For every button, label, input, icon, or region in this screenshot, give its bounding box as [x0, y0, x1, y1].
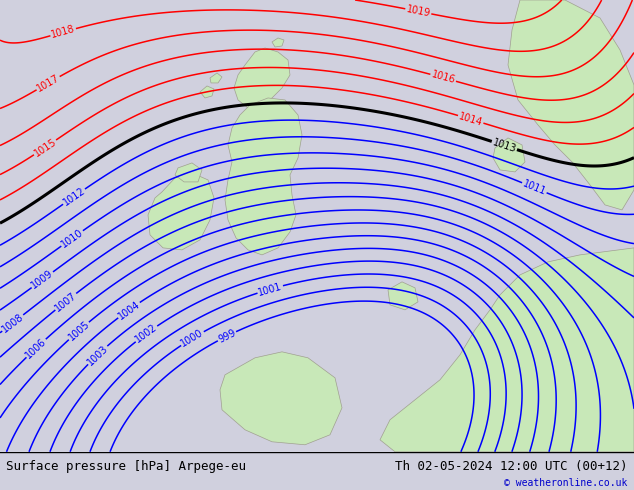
Text: 1011: 1011 [521, 178, 548, 197]
Polygon shape [234, 48, 290, 108]
Text: Th 02-05-2024 12:00 UTC (00+12): Th 02-05-2024 12:00 UTC (00+12) [395, 460, 628, 473]
Text: 1013: 1013 [491, 137, 517, 154]
Text: 1012: 1012 [61, 185, 87, 208]
Text: 1000: 1000 [179, 328, 205, 349]
Text: 1003: 1003 [85, 343, 110, 367]
Text: 1018: 1018 [50, 24, 76, 40]
Polygon shape [272, 38, 284, 47]
Text: Surface pressure [hPa] Arpege-eu: Surface pressure [hPa] Arpege-eu [6, 460, 247, 473]
Polygon shape [148, 173, 214, 250]
Text: 1008: 1008 [0, 312, 25, 335]
Text: 1002: 1002 [133, 322, 159, 345]
Text: 1014: 1014 [458, 111, 484, 127]
Polygon shape [388, 282, 418, 310]
Polygon shape [225, 98, 302, 255]
Text: 1019: 1019 [405, 4, 431, 19]
Polygon shape [508, 0, 634, 210]
Polygon shape [220, 352, 342, 445]
Text: 1015: 1015 [32, 136, 58, 158]
Polygon shape [175, 163, 202, 182]
Text: 1009: 1009 [30, 269, 55, 291]
Text: 1007: 1007 [53, 290, 79, 313]
Text: 1001: 1001 [257, 281, 283, 297]
Polygon shape [380, 248, 634, 452]
Polygon shape [210, 73, 222, 83]
Text: 1006: 1006 [23, 336, 48, 360]
Text: © weatheronline.co.uk: © weatheronline.co.uk [504, 478, 628, 488]
Text: 1017: 1017 [35, 73, 61, 94]
Polygon shape [493, 138, 525, 172]
Text: 1004: 1004 [116, 299, 142, 321]
Text: 1016: 1016 [430, 70, 456, 86]
Text: 999: 999 [216, 327, 237, 344]
Text: 1010: 1010 [59, 227, 85, 249]
Polygon shape [200, 86, 214, 98]
Text: 1005: 1005 [66, 319, 91, 343]
